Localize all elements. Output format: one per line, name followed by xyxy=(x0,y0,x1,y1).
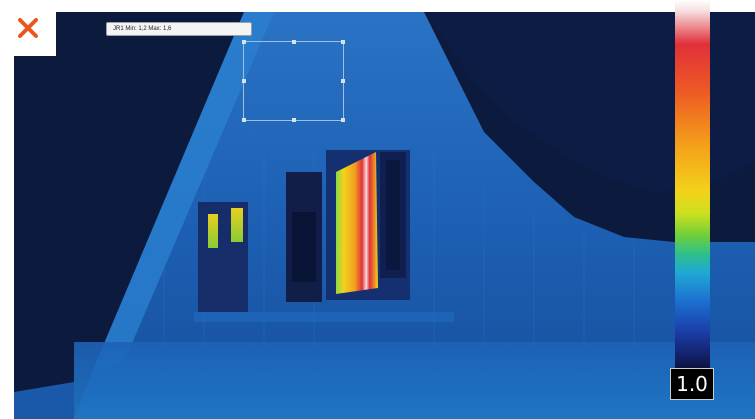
roi-handle[interactable] xyxy=(341,40,345,44)
roi-handle[interactable] xyxy=(242,79,246,83)
measurement-region-box[interactable] xyxy=(242,40,345,122)
scale-min-value: 1.0 xyxy=(670,368,714,400)
roi-handle[interactable] xyxy=(341,118,345,122)
thermal-house-picture xyxy=(14,12,755,419)
roi-handle[interactable] xyxy=(341,79,345,83)
thermal-image xyxy=(14,12,755,419)
roi-handle[interactable] xyxy=(291,118,296,122)
thermal-color-scale xyxy=(675,0,710,368)
roi-handle[interactable] xyxy=(291,40,296,44)
close-button[interactable] xyxy=(0,0,56,56)
roi-handle[interactable] xyxy=(242,40,246,44)
measurement-label: JR1 Min: 1,2 Max: 1,6 xyxy=(106,22,252,36)
roi-handle[interactable] xyxy=(242,118,246,122)
close-icon xyxy=(18,18,38,38)
